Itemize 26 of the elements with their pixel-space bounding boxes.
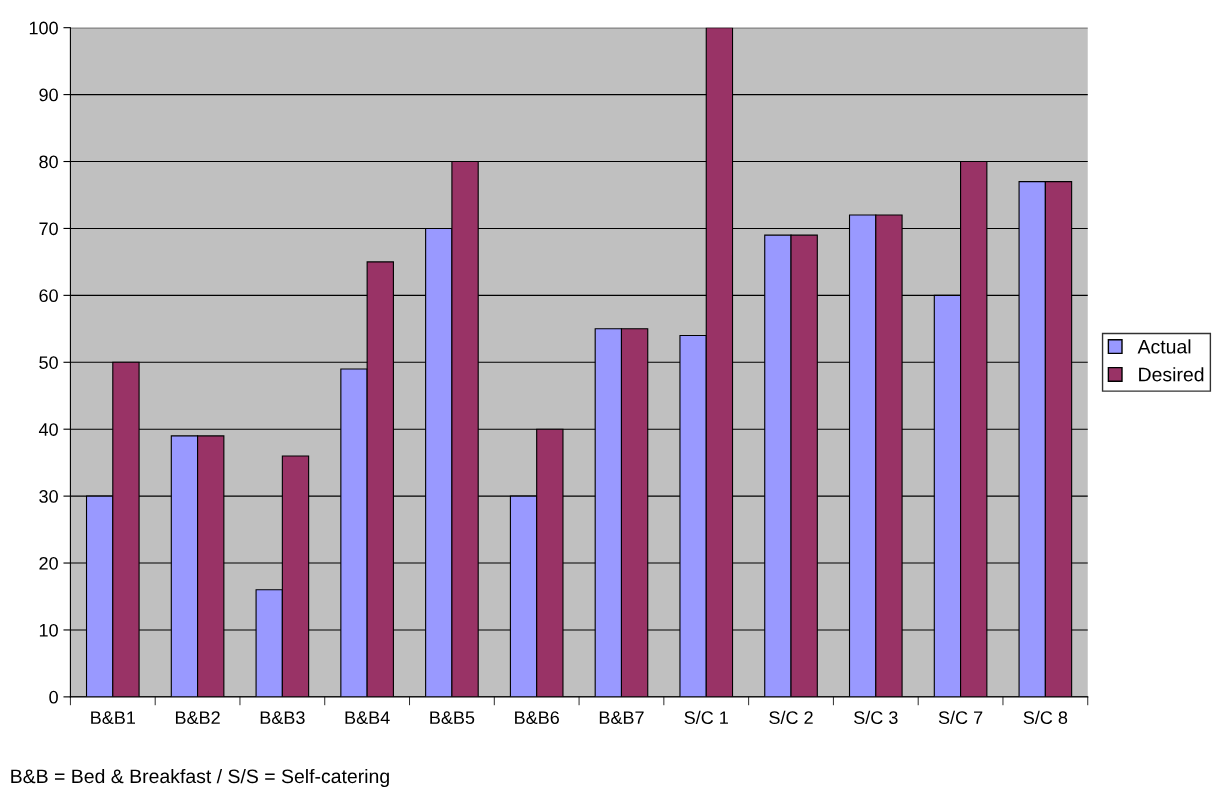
y-tick-label: 20	[39, 556, 58, 570]
legend-label: Desired	[1139, 367, 1204, 382]
y-tick-label: 40	[38, 423, 58, 436]
x-tick-label: S/C 1	[684, 710, 728, 725]
text: B&B = Bed & Breakfast / S/S = Self-catering	[11, 768, 389, 788]
y-tick-label: 0	[49, 690, 58, 704]
x-tick-label: B&B3	[260, 711, 305, 725]
x-tick-label: S/C 7	[938, 710, 983, 725]
y-tick-label: 60	[39, 289, 58, 303]
x-tick-label: S/C 3	[854, 710, 898, 725]
x-tick-label: B&B4	[345, 711, 390, 725]
x-tick-label: B&B5	[430, 711, 475, 725]
x-tick-label: B&B2	[175, 711, 220, 725]
y-tick-label: 50	[39, 356, 58, 369]
x-tick-label: S/C 2	[769, 710, 813, 725]
y-tick-label: 80	[39, 155, 58, 169]
y-tick-label: 90	[39, 88, 58, 102]
x-tick-label: B&B1	[91, 711, 135, 725]
y-tick-label: 70	[39, 222, 58, 236]
x-tick-label: S/C 8	[1023, 710, 1068, 725]
x-tick-label: B&B6	[515, 711, 559, 725]
x-tick-label: B&B7	[599, 711, 644, 725]
y-tick-label: 100	[29, 21, 58, 35]
y-tick-label: 10	[39, 623, 58, 637]
legend-label: Actual	[1137, 339, 1191, 354]
y-tick-label: 30	[39, 490, 58, 503]
